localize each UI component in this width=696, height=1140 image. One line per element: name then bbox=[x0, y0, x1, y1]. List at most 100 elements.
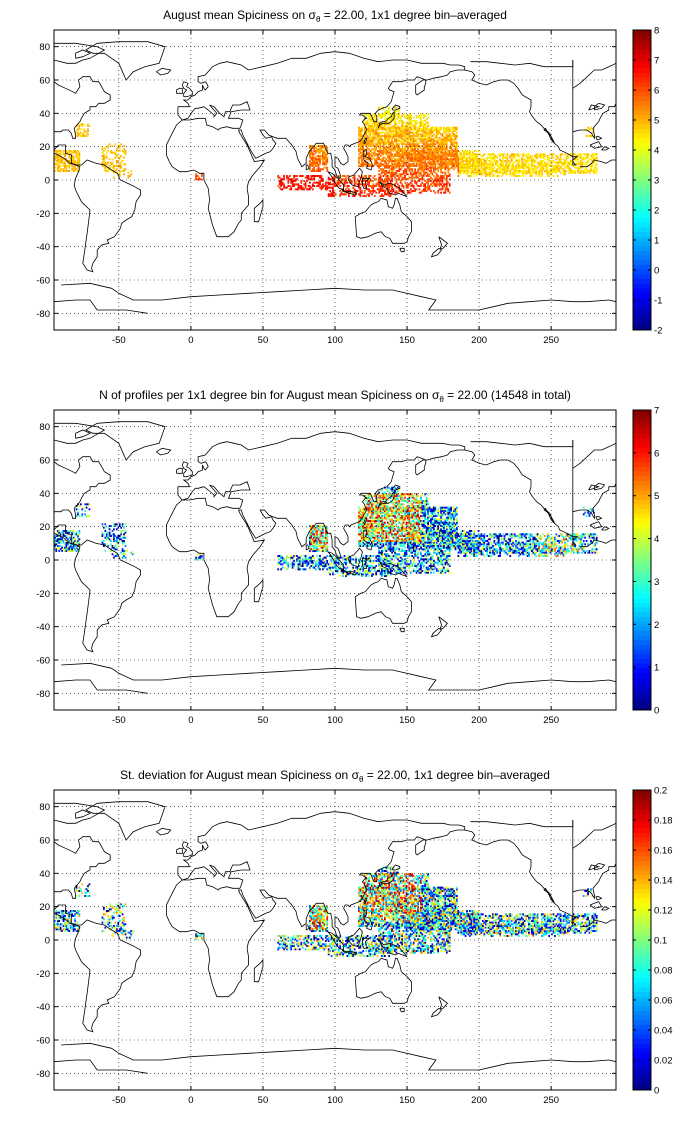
data-cell bbox=[381, 128, 383, 131]
data-cell bbox=[414, 140, 416, 142]
data-cell bbox=[366, 121, 369, 124]
data-cell bbox=[582, 158, 585, 161]
data-cell bbox=[379, 140, 382, 142]
data-cell bbox=[383, 173, 386, 176]
data-cell bbox=[409, 525, 412, 527]
data-cell bbox=[366, 180, 369, 182]
data-cell bbox=[448, 185, 451, 187]
data-cell bbox=[404, 133, 406, 136]
data-cell bbox=[395, 135, 398, 137]
data-cell bbox=[421, 145, 424, 147]
data-cell bbox=[113, 165, 115, 167]
data-cell bbox=[526, 153, 529, 156]
data-cell bbox=[313, 185, 316, 187]
data-cell bbox=[388, 526, 391, 529]
data-cell bbox=[74, 165, 76, 167]
data-cell bbox=[492, 170, 494, 172]
data-cell bbox=[457, 156, 460, 159]
data-cell bbox=[450, 136, 453, 139]
data-cell bbox=[394, 116, 396, 119]
data-cell bbox=[362, 528, 365, 531]
data-cell bbox=[447, 160, 450, 162]
data-cell bbox=[425, 158, 428, 161]
data-cell bbox=[450, 161, 453, 164]
data-cell bbox=[395, 138, 398, 141]
data-cell bbox=[111, 166, 114, 169]
data-cell bbox=[456, 155, 458, 157]
data-cell bbox=[395, 535, 398, 537]
data-cell bbox=[359, 508, 362, 511]
data-cell bbox=[418, 133, 421, 136]
data-cell bbox=[66, 161, 69, 164]
data-cell bbox=[365, 530, 367, 532]
data-cell bbox=[356, 183, 359, 186]
data-cell bbox=[378, 106, 380, 109]
colorbar-swatch bbox=[633, 81, 651, 87]
data-cell bbox=[492, 163, 494, 166]
data-cell bbox=[332, 193, 334, 196]
data-cell bbox=[363, 143, 366, 146]
data-cell bbox=[368, 136, 370, 139]
data-cell bbox=[412, 148, 415, 151]
data-cell bbox=[386, 156, 389, 159]
data-cell bbox=[327, 195, 330, 197]
data-cell bbox=[411, 163, 414, 166]
data-cell bbox=[555, 158, 558, 161]
data-cell bbox=[464, 165, 467, 167]
data-cell bbox=[479, 170, 481, 172]
data-cell bbox=[375, 521, 378, 524]
data-cell bbox=[414, 120, 416, 122]
data-cell bbox=[366, 181, 369, 184]
data-cell bbox=[336, 180, 339, 182]
data-cell bbox=[496, 156, 499, 159]
data-cell bbox=[366, 146, 369, 149]
data-cell bbox=[379, 163, 382, 166]
data-cell bbox=[111, 161, 114, 164]
data-cell bbox=[392, 526, 395, 529]
data-cell bbox=[564, 173, 566, 176]
data-cell bbox=[386, 513, 389, 516]
data-cell bbox=[379, 165, 382, 167]
data-cell bbox=[375, 118, 378, 121]
data-cell bbox=[101, 158, 104, 161]
data-cell bbox=[333, 185, 336, 187]
data-cell bbox=[85, 135, 88, 137]
data-cell bbox=[411, 123, 414, 126]
data-cell bbox=[402, 130, 405, 132]
data-cell bbox=[358, 543, 360, 546]
data-cell bbox=[431, 166, 434, 169]
data-cell bbox=[432, 155, 435, 157]
data-cell bbox=[587, 161, 589, 164]
data-cell bbox=[454, 160, 457, 162]
data-cell bbox=[358, 515, 360, 517]
data-cell bbox=[391, 528, 393, 531]
data-cell bbox=[476, 160, 478, 162]
data-cell bbox=[395, 113, 398, 116]
data-cell bbox=[528, 165, 530, 167]
data-cell bbox=[487, 173, 490, 176]
data-cell bbox=[376, 135, 379, 137]
data-cell bbox=[386, 530, 389, 532]
data-cell bbox=[469, 153, 471, 156]
data-cell bbox=[368, 511, 370, 514]
data-cell bbox=[381, 160, 383, 162]
data-cell bbox=[480, 173, 483, 176]
data-cell bbox=[500, 165, 503, 167]
data-cell bbox=[512, 163, 514, 166]
data-cell bbox=[428, 170, 431, 172]
data-cell bbox=[371, 143, 373, 146]
data-cell bbox=[373, 141, 376, 144]
data-cell bbox=[407, 158, 409, 161]
data-cell bbox=[375, 536, 378, 539]
data-cell bbox=[382, 526, 385, 529]
data-cell bbox=[470, 153, 473, 156]
data-cell bbox=[371, 123, 373, 126]
data-cell bbox=[368, 523, 370, 526]
data-cell bbox=[445, 181, 448, 184]
data-cell bbox=[401, 178, 404, 181]
data-layer bbox=[54, 486, 598, 577]
data-cell bbox=[78, 158, 81, 161]
data-cell bbox=[323, 163, 326, 166]
data-cell bbox=[309, 166, 311, 169]
data-cell bbox=[101, 146, 104, 149]
